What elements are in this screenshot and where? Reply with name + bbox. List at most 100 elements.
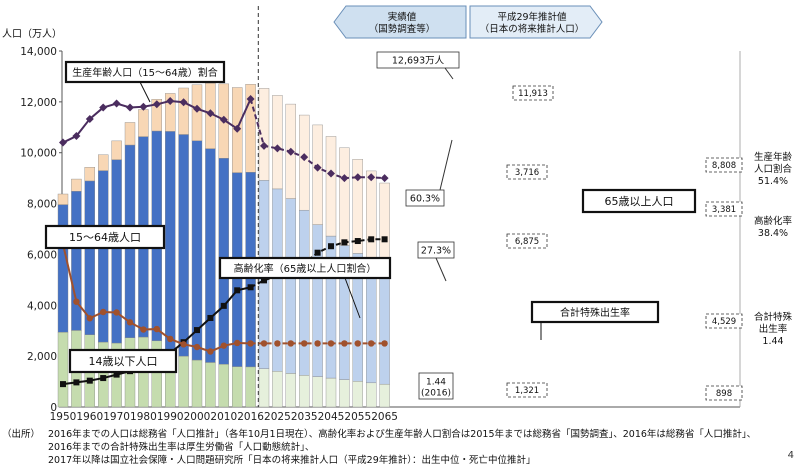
right-label-aging-rate: 高齢化率 38.4% [754,215,793,239]
bar-age-15-64 [285,198,296,374]
working-ratio-point [85,114,94,123]
right-label-working-ratio: 生産年齢人口割合 51.4% [754,151,793,187]
bar-age-65-plus [272,95,283,190]
tfr-point [314,340,321,347]
tfr-point [140,326,147,333]
working-ratio-point [219,115,228,124]
callout-age-65-plus-box [581,188,697,214]
bar-age-15-64 [299,209,310,376]
right-label-tfr: 合計特殊出生率 1.44 [754,311,793,347]
callout-tfr: 合計特殊出生率 [560,306,630,319]
tfr-point [274,340,281,347]
bar-age-0-14 [299,375,310,408]
bar-age-65-plus [111,140,122,160]
bar-age-65-plus [151,99,163,132]
y-tick-label: 12,000 [20,97,57,109]
bar-age-15-64 [57,204,69,333]
x-tick-label: 1950 [50,411,77,423]
x-tick-label: 2025 [264,411,291,423]
tfr-point [287,340,294,347]
annotation-child-2065-box [705,385,743,401]
source-line-2: 2016年までの合計特殊出生率は厚生労働省「人口動態統計」、 [48,442,315,453]
annotation-old-2065-box [705,201,743,217]
y-tick-label: 6,000 [27,249,57,261]
bar-age-15-64 [379,268,390,385]
tfr-point [193,343,201,351]
callout-working-ratio: 生産年齢人口（15〜64歳）割合 [72,66,217,79]
working-ratio-point [286,147,295,156]
actual-period-arrow [333,5,467,39]
bar-age-0-14 [352,381,363,408]
working-ratio-point [260,141,268,150]
aging-rate-point [328,243,334,250]
bar-age-65-plus [71,178,82,192]
source-label: （出所） [2,429,41,440]
actual-period-label: 実績値（国勢調査等） [369,11,436,35]
annotation-tfr-2016-box [418,372,454,400]
bar-age-65-plus [164,93,176,132]
tfr-point [100,308,107,316]
annotation-total-2030: 11,913 [518,89,548,99]
bar-age-0-14 [379,383,390,408]
source-line-1: 2016年までの人口は総務省「人口推計」（各年10月1日現在）、高齢化率および生… [48,429,757,440]
source-line-3: 2017年以降は国立社会保障・人口問題研究所「日本の将来推計人口（平成29年推計… [48,455,536,466]
bar-age-0-14 [205,362,216,408]
aging-rate-point [194,327,200,334]
y-tick-label: 10,000 [20,148,57,160]
working-ratio-point [367,173,376,182]
bar-age-65-plus [299,114,310,211]
aging-rate-point [381,236,388,243]
bar-age-65-plus [178,87,189,135]
annotation-tfr-2016: 1.44 (2016) [421,377,451,398]
annotation-child-2065: 898 [716,389,732,399]
annotation-total-2016-box [376,51,460,69]
annotation-ratio-2016-box [405,189,445,207]
tfr-point [341,340,348,347]
working-ratio-point [233,124,242,133]
aging-rate-point [86,377,93,384]
tfr-point [126,319,134,326]
annotation-aging-2016-leader [435,257,447,282]
annotation-child-2030: 1,321 [515,386,539,396]
x-tick-label: 2016 [237,411,264,423]
annotation-work-2030-box [506,233,548,249]
aging-rate-point [220,302,227,309]
x-tick-label: 2000 [184,411,211,423]
annotation-child-2030-box [506,382,548,398]
callout-aging-rate: 高齢化率（65歳以上人口割合） [234,262,377,275]
bar-age-15-64 [205,148,216,363]
tfr-point [247,340,254,347]
bar-age-65-plus [339,147,350,246]
working-ratio-point [273,144,282,153]
annotation-old-2030-box [506,164,548,180]
x-tick-label: 1960 [76,411,103,423]
tfr-point [86,315,94,322]
working-ratio-point [59,138,67,147]
tfr-point [180,341,187,348]
bar-age-65-plus [325,136,337,237]
y-axis-label: 人口（万人） [2,28,62,40]
annotation-total-2030-box [512,85,554,101]
working-ratio-point [166,97,175,106]
tfr-point [220,342,227,349]
annotation-work-2065-box [705,313,743,329]
bar-age-65-plus [138,109,149,137]
bar-age-15-64 [97,170,109,343]
annotation-total-2016-leader [444,67,454,80]
bar-age-65-plus [57,193,69,205]
annotation-old-2065: 3,381 [712,205,736,215]
tfr-point [73,298,80,305]
working-ratio-point [193,104,201,113]
bar-age-65-plus [84,167,96,182]
tfr-point [354,340,361,347]
bar-age-0-14 [218,364,230,408]
aging-rate-point [314,249,321,256]
callout-age-15-64-box [44,224,166,250]
x-tick-label: 2065 [371,411,398,423]
tfr-point [368,340,375,347]
x-tick-label: 2055 [344,411,371,423]
aging-rate-point [341,239,348,246]
bar-age-65-plus [312,124,323,225]
working-ratio-point [246,95,255,104]
working-ratio-point [353,173,362,182]
